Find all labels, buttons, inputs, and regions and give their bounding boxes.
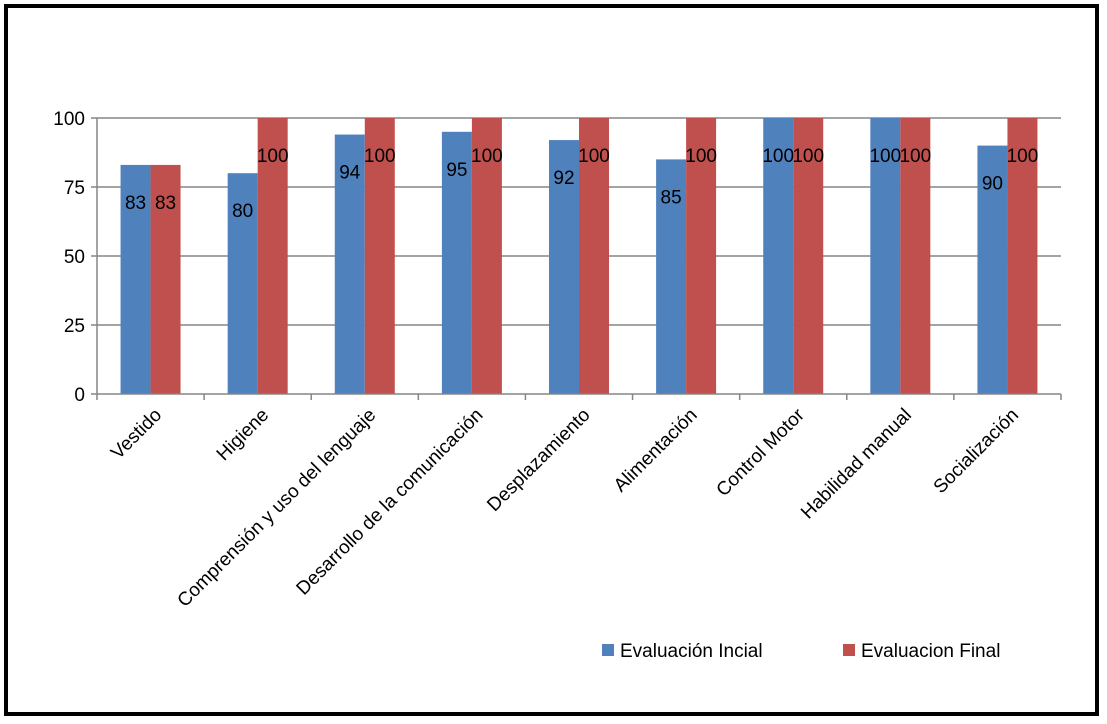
bar-final bbox=[579, 118, 609, 394]
data-label: 92 bbox=[553, 168, 574, 189]
bar-inicial bbox=[334, 134, 365, 394]
legend-swatch bbox=[602, 644, 614, 656]
data-label: 100 bbox=[578, 146, 610, 167]
legend-item: Evaluación Incial bbox=[602, 641, 763, 662]
legend-item: Evaluacion Final bbox=[843, 641, 1000, 662]
data-label: 100 bbox=[257, 146, 289, 167]
data-label: 100 bbox=[792, 146, 824, 167]
y-tick-label: 0 bbox=[74, 385, 85, 406]
data-label: 95 bbox=[446, 160, 467, 181]
data-label: 80 bbox=[232, 201, 253, 222]
bar-inicial bbox=[763, 118, 794, 394]
data-label: 83 bbox=[125, 193, 146, 214]
data-label: 100 bbox=[762, 146, 794, 167]
legend-swatch bbox=[843, 644, 855, 656]
data-label: 100 bbox=[899, 146, 931, 167]
x-tick-label: Desarrollo de la comunicación bbox=[293, 405, 488, 600]
data-label: 100 bbox=[364, 146, 396, 167]
bar-final bbox=[150, 164, 181, 394]
data-label: 83 bbox=[155, 193, 176, 214]
data-label: 100 bbox=[471, 146, 503, 167]
x-tick-label: Habilidad manual bbox=[797, 405, 916, 524]
bar-final bbox=[257, 118, 288, 394]
x-tick-label: Vestido bbox=[107, 405, 166, 464]
bar-final bbox=[900, 118, 931, 394]
bar-inicial bbox=[120, 164, 151, 394]
data-label: 100 bbox=[1007, 146, 1039, 167]
chart-frame: 0 25 50 75 100 Vestido Higiene Comprensión y us… bbox=[4, 4, 1099, 716]
bar-final bbox=[471, 118, 502, 394]
bars bbox=[120, 118, 1038, 395]
x-tick-label: Socialización bbox=[930, 405, 1023, 498]
data-label: 90 bbox=[982, 174, 1003, 195]
x-tick-label: Comprensión y uso del lenguaje bbox=[174, 405, 381, 612]
x-tick-label: Control Motor bbox=[713, 404, 810, 501]
data-label: 94 bbox=[339, 163, 361, 184]
y-tick-label: 50 bbox=[64, 247, 85, 268]
legend-label: Evaluación Incial bbox=[620, 641, 763, 662]
x-tick-label: Desplazamiento bbox=[483, 405, 594, 516]
bar-inicial bbox=[227, 173, 258, 394]
x-tick-label: Higiene bbox=[213, 405, 273, 465]
y-tick-label: 75 bbox=[64, 178, 85, 199]
bar-final bbox=[364, 118, 395, 394]
data-label: 100 bbox=[869, 146, 901, 167]
bar-inicial bbox=[656, 159, 687, 394]
legend-label: Evaluacion Final bbox=[861, 641, 1000, 662]
data-label: 85 bbox=[661, 187, 682, 208]
bar-final bbox=[1007, 118, 1038, 394]
bar-inicial bbox=[870, 118, 901, 394]
x-tick-label: Alimentación bbox=[610, 405, 702, 497]
bar-inicial bbox=[977, 145, 1008, 394]
bar-inicial bbox=[549, 140, 579, 394]
y-tick-label: 100 bbox=[53, 109, 85, 130]
legend: Evaluación Incial Evaluacion Final bbox=[602, 641, 1000, 662]
bar-final bbox=[686, 118, 717, 394]
bar-final bbox=[793, 118, 824, 394]
data-label: 100 bbox=[685, 146, 717, 167]
bar-inicial bbox=[441, 131, 472, 395]
y-tick-label: 25 bbox=[64, 316, 85, 337]
